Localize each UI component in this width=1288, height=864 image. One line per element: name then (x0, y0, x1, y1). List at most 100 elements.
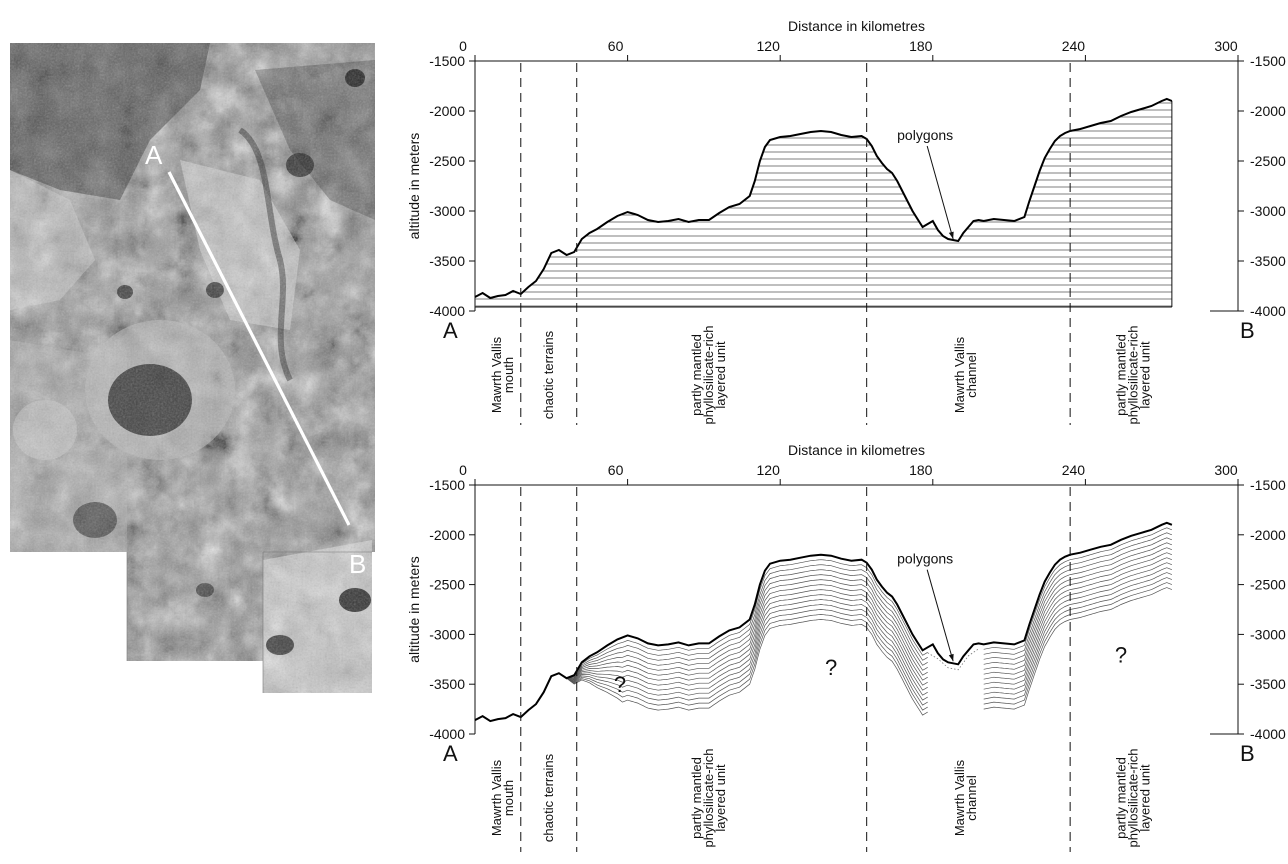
layer-line (566, 587, 1173, 716)
layer-line (566, 527, 1173, 679)
endpoint-label-a: A (443, 741, 458, 766)
unit-label-line: layered unit (713, 764, 728, 832)
layer-line (566, 582, 1173, 711)
layer-line (566, 562, 1173, 691)
y-tick-label-right: -3000 (1250, 626, 1286, 642)
y-tick-label-left: -2000 (429, 527, 465, 543)
unit-label-line: Mawrth Vallis (489, 336, 504, 413)
unit-label: Mawrth Vallischannel (952, 759, 979, 836)
y-tick-label-right: -3500 (1250, 253, 1286, 269)
layer-line (566, 557, 1173, 686)
annotation-label: polygons (897, 127, 953, 143)
y-tick-label-right: -2000 (1250, 103, 1286, 119)
layer-line (566, 572, 1173, 701)
unit-label-line: layered unit (1138, 341, 1153, 409)
y-tick-label-left: -2000 (429, 103, 465, 119)
unit-label-line: chaotic terrains (541, 330, 556, 419)
layer-line (566, 567, 1173, 696)
x-axis-title: Distance in kilometres (788, 442, 925, 458)
endpoint-label-b: B (1240, 741, 1255, 766)
layer-line (566, 532, 1173, 679)
unit-label: partly mantledphyllosilicate-richlayered… (1114, 326, 1153, 425)
unit-label: Mawrth Vallismouth (489, 759, 516, 836)
unit-label-line: partly mantled (1114, 757, 1129, 839)
unit-label-line: mouth (501, 357, 516, 393)
layer-line (566, 542, 1173, 679)
annotation-arrowhead (948, 653, 954, 662)
y-tick-label-right: -1500 (1250, 53, 1286, 69)
unit-label-line: phyllosilicate-rich (1126, 326, 1141, 425)
x-tick-label: 60 (608, 462, 624, 478)
unit-label: partly mantledphyllosilicate-richlayered… (689, 749, 728, 848)
profile-track-line (167, 171, 351, 526)
y-axis-title: altitude in meters (406, 556, 422, 663)
track-label-b: B (349, 549, 366, 579)
y-tick-label-right: -2500 (1250, 153, 1286, 169)
x-tick-label: 300 (1214, 462, 1238, 478)
y-tick-label-right: -4000 (1250, 303, 1286, 319)
unit-label-line: phyllosilicate-rich (701, 749, 716, 848)
endpoint-label-b: B (1240, 318, 1255, 343)
x-axis-title: Distance in kilometres (788, 18, 925, 34)
layer-lines (566, 527, 1173, 716)
y-tick-label-left: -3500 (429, 253, 465, 269)
x-tick-label: 240 (1062, 38, 1086, 54)
annotation-arrowhead (948, 231, 954, 239)
mosaic-image (10, 43, 375, 693)
layer-line (566, 552, 1173, 681)
unit-label: partly mantledphyllosilicate-richlayered… (689, 326, 728, 425)
unit-label: partly mantledphyllosilicate-richlayered… (1114, 749, 1153, 848)
y-tick-label-left: -2500 (429, 153, 465, 169)
x-tick-label: 0 (459, 38, 467, 54)
unit-label-line: channel (964, 775, 979, 821)
x-tick-label: 180 (909, 38, 933, 54)
x-tick-label: 0 (459, 462, 467, 478)
x-tick-label: 180 (909, 462, 933, 478)
unit-label-line: Mawrth Vallis (952, 759, 967, 836)
layer-line (566, 537, 1173, 679)
y-tick-label-right: -3000 (1250, 203, 1286, 219)
unit-label: Mawrth Vallischannel (952, 336, 979, 413)
unit-label: Mawrth Vallismouth (489, 336, 516, 413)
y-tick-label-right: -1500 (1250, 477, 1286, 493)
x-tick-label: 120 (757, 462, 781, 478)
unit-label-line: channel (964, 352, 979, 398)
y-tick-label-left: -1500 (429, 477, 465, 493)
y-tick-label-right: -3500 (1250, 676, 1286, 692)
unit-label-line: layered unit (1138, 764, 1153, 832)
y-tick-label-left: -3000 (429, 626, 465, 642)
unit-label-line: partly mantled (689, 334, 704, 416)
y-tick-label-left: -4000 (429, 303, 465, 319)
x-tick-label: 60 (608, 38, 624, 54)
unit-label-line: chaotic terrains (541, 753, 556, 842)
unit-label-line: partly mantled (1114, 334, 1129, 416)
y-tick-label-left: -3000 (429, 203, 465, 219)
y-tick-label-left: -2500 (429, 577, 465, 593)
x-tick-label: 300 (1214, 38, 1238, 54)
unit-label: chaotic terrains (541, 330, 556, 419)
annotation-question-mark: ? (614, 672, 626, 697)
y-tick-label-left: -4000 (429, 726, 465, 742)
unit-label-line: layered unit (713, 341, 728, 409)
profile-line (474, 97, 1173, 300)
unit-label-line: Mawrth Vallis (952, 336, 967, 413)
unit-label: chaotic terrains (541, 753, 556, 842)
annotation-leader (926, 145, 954, 240)
y-tick-label-right: -2500 (1250, 577, 1286, 593)
track-label-a: A (145, 140, 163, 170)
layer-line (566, 577, 1173, 706)
x-tick-label: 240 (1062, 462, 1086, 478)
unit-label-line: mouth (501, 780, 516, 816)
y-tick-label-left: -3500 (429, 676, 465, 692)
layer-line (566, 547, 1173, 679)
unit-label-line: phyllosilicate-rich (1126, 749, 1141, 848)
y-axis-title: altitude in meters (406, 133, 422, 240)
y-tick-label-right: -2000 (1250, 527, 1286, 543)
annotation-leader (926, 569, 954, 662)
y-tick-label-left: -1500 (429, 53, 465, 69)
profile-line (474, 521, 1173, 723)
unit-label-line: partly mantled (689, 757, 704, 839)
